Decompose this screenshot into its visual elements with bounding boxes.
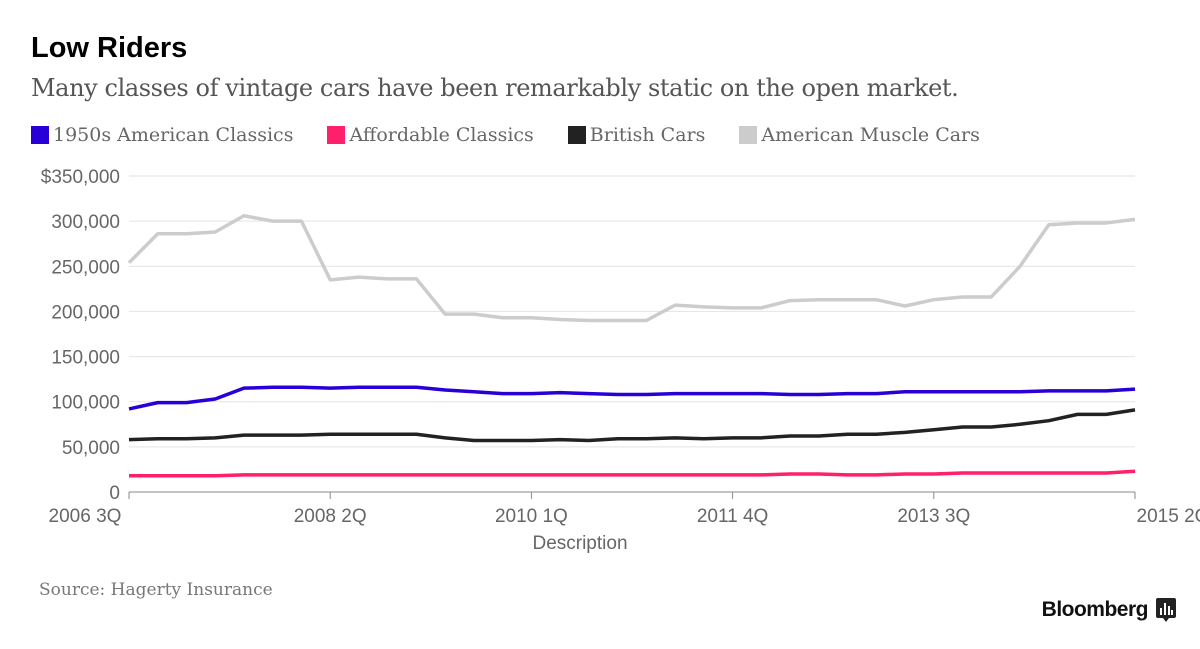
logo-text: Bloomberg (1041, 598, 1149, 621)
y-tick-label: 150,000 (51, 348, 120, 369)
legend-swatch (567, 126, 586, 144)
y-tick-label: $350,000 (41, 167, 120, 188)
series-line-british-cars (128, 408, 1136, 443)
x-tick-label: 2013 3Q (897, 506, 970, 527)
legend-item-british: British Cars (567, 124, 706, 146)
y-tick-label: 50,000 (62, 438, 120, 459)
legend-item-1950s: 1950s American Classics (31, 124, 293, 146)
series-line-american-muscle-cars (127, 213, 1136, 323)
legend-label: 1950s American Classics (53, 124, 294, 146)
x-axis-label: Description (532, 533, 627, 554)
legend-swatch (739, 126, 758, 144)
source-note: Source: Hagerty Insurance (39, 580, 273, 600)
legend-item-affordable: Affordable Classics (327, 124, 534, 146)
legend: 1950s American Classics Affordable Class… (31, 124, 1014, 146)
bloomberg-chart-icon (1156, 598, 1176, 622)
x-tick-label: 2010 1Q (495, 506, 568, 527)
x-tick-label: 2006 3Q (49, 506, 122, 527)
y-tick-label: 0 (109, 483, 120, 504)
legend-label: Affordable Classics (349, 124, 534, 146)
legend-label: British Cars (589, 124, 706, 146)
x-tick-label: 2011 4Q (697, 506, 768, 527)
y-tick-label: 300,000 (51, 212, 120, 233)
bloomberg-logo: Bloomberg (1042, 598, 1176, 622)
y-tick-label: 250,000 (51, 257, 120, 278)
series-line-1950s-american-classics (128, 385, 1136, 411)
legend-swatch (31, 126, 49, 144)
chart-subtitle: Many classes of vintage cars have been r… (31, 74, 959, 102)
x-tick-label: 2008 2Q (294, 506, 367, 527)
x-tick-label: 2015 2Q (1137, 506, 1200, 527)
legend-swatch (327, 126, 346, 144)
y-tick-label: 100,000 (51, 393, 120, 414)
legend-label: American Muscle Cars (761, 124, 980, 146)
chart-title: Low Riders (31, 32, 188, 64)
legend-item-muscle: American Muscle Cars (739, 124, 980, 146)
y-tick-label: 200,000 (51, 302, 120, 323)
series-line-affordable-classics (129, 469, 1136, 478)
